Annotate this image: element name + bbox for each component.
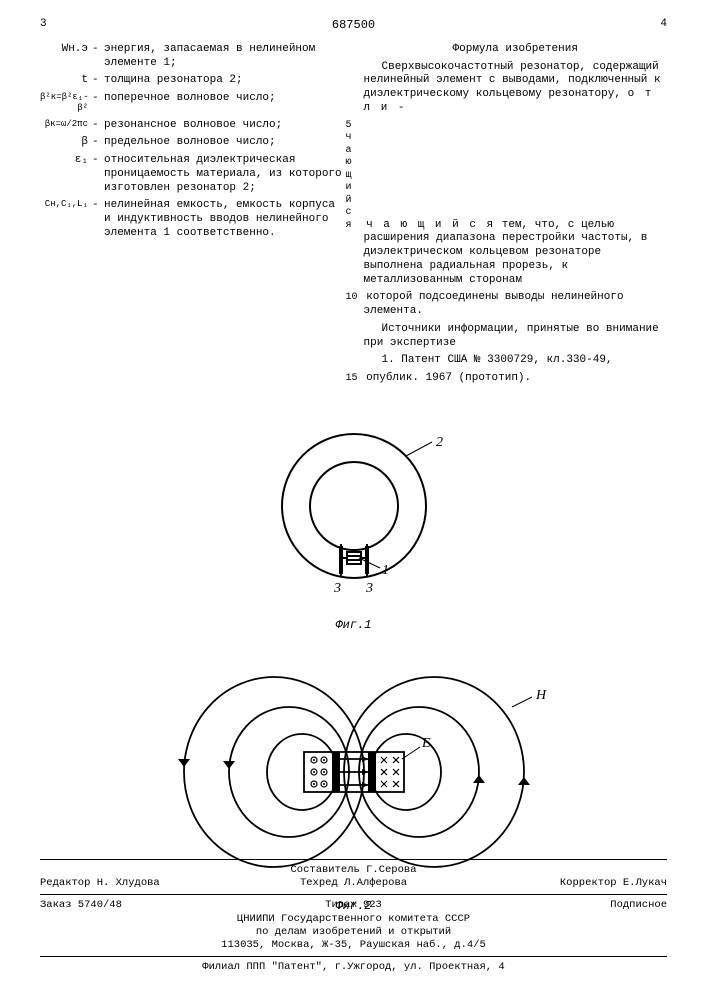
def-text: резонансное волновое число; — [104, 119, 344, 133]
def-symbol: β — [40, 136, 92, 150]
claim-para: 5 ч а ю щ и й с я ч а ю щ и й с я тем, ч… — [364, 120, 668, 288]
footer-branch: Филиал ППП "Патент", г.Ужгород, ул. Прое… — [40, 961, 667, 974]
fig2-label-h: H — [535, 688, 547, 703]
def-symbol: βк=ω/2πc — [40, 119, 92, 133]
footer-credits-row: Редактор Н. Хлудова Техред Л.Алферова Ко… — [40, 877, 667, 890]
def-row: ε₁ - относительная диэлектрическая прони… — [40, 154, 344, 195]
footer-editor: Редактор Н. Хлудова — [40, 877, 249, 890]
def-row: β - предельное волновое число; — [40, 136, 344, 150]
def-symbol: t — [40, 74, 92, 88]
fig1-label-2: 2 — [436, 435, 443, 450]
claim-body: Сверхвысокочастотный резонатор, содержащ… — [364, 61, 668, 386]
claim-para: Сверхвысокочастотный резонатор, содержащ… — [364, 61, 668, 116]
def-text: толщина резонатора 2; — [104, 74, 344, 88]
line-number: 10 — [346, 292, 360, 305]
sources-title: Источники информации, принятые во вниман… — [364, 323, 668, 351]
def-text: поперечное волновое число; — [104, 92, 344, 115]
footer-org2: по делам изобретений и открытий — [40, 926, 667, 939]
fig1-label-1: 1 — [382, 563, 389, 578]
source-item: 1. Патент США № 3300729, кл.330-49, — [364, 354, 668, 368]
footer-org1: ЦНИИПИ Государственного комитета СССР — [40, 913, 667, 926]
def-text: предельное волновое число; — [104, 136, 344, 150]
footer-sub: Подписное — [458, 899, 667, 912]
def-row: Wн.э - энергия, запасаемая в нелинейном … — [40, 43, 344, 71]
footer-print-row: Заказ 5740/48 Тираж 923 Подписное — [40, 899, 667, 912]
page-num-right: 4 — [364, 18, 668, 32]
line-number: 5 ч а ю щ и й с я — [346, 120, 360, 233]
figures-block: 2 1 3 3 Фиг.1 — [40, 416, 667, 914]
page: 3 4 687500 Wн.э - энергия, запасаемая в … — [0, 0, 707, 1000]
left-column: Wн.э - энергия, запасаемая в нелинейном … — [40, 43, 354, 390]
def-row: Cн,C₁,L₁ - нелинейная емкость, емкость к… — [40, 199, 344, 240]
footer-techred: Техред Л.Алферова — [249, 877, 458, 890]
fig1-label-3l: 3 — [333, 581, 341, 596]
fig1-label-3r: 3 — [365, 581, 373, 596]
body-columns: Wн.э - энергия, запасаемая в нелинейном … — [40, 43, 667, 390]
fig1-caption: Фиг.1 — [40, 618, 667, 633]
page-num-left: 3 — [40, 18, 344, 32]
line-number: 15 — [346, 373, 360, 386]
claim-para: 10 которой подсоединены выводы нелинейно… — [364, 291, 668, 319]
def-row: t - толщина резонатора 2; — [40, 74, 344, 88]
figure-1: 2 1 3 3 — [244, 416, 464, 616]
right-column: Формула изобретения Сверхвысокочастотный… — [354, 43, 668, 390]
footer-corrector: Корректор Е.Лукач — [458, 877, 667, 890]
footer-addr1: 113035, Москва, Ж-35, Раушская наб., д.4… — [40, 939, 667, 952]
footer-order: Заказ 5740/48 — [40, 899, 249, 912]
def-text: относительная диэлектрическая проницаемо… — [104, 154, 344, 195]
def-row: β²к=β²ε₁-β² - поперечное волновое число; — [40, 92, 344, 115]
def-symbol: Wн.э — [40, 43, 92, 71]
source-item: 15 опублик. 1967 (прототип). — [364, 372, 668, 386]
claim-title: Формула изобретения — [364, 43, 668, 57]
footer: Составитель Г.Серова Редактор Н. Хлудова… — [40, 855, 667, 974]
def-symbol: Cн,C₁,L₁ — [40, 199, 92, 240]
def-row: βк=ω/2πc - резонансное волновое число; — [40, 119, 344, 133]
def-text: нелинейная емкость, емкость корпуса и ин… — [104, 199, 344, 240]
fig2-label-e: E — [421, 736, 431, 751]
def-symbol: ε₁ — [40, 154, 92, 195]
def-text: энергия, запасаемая в нелинейном элемент… — [104, 43, 344, 71]
footer-compiler: Составитель Г.Серова — [40, 864, 667, 877]
def-symbol: β²к=β²ε₁-β² — [40, 92, 92, 115]
footer-tir: Тираж 923 — [249, 899, 458, 912]
